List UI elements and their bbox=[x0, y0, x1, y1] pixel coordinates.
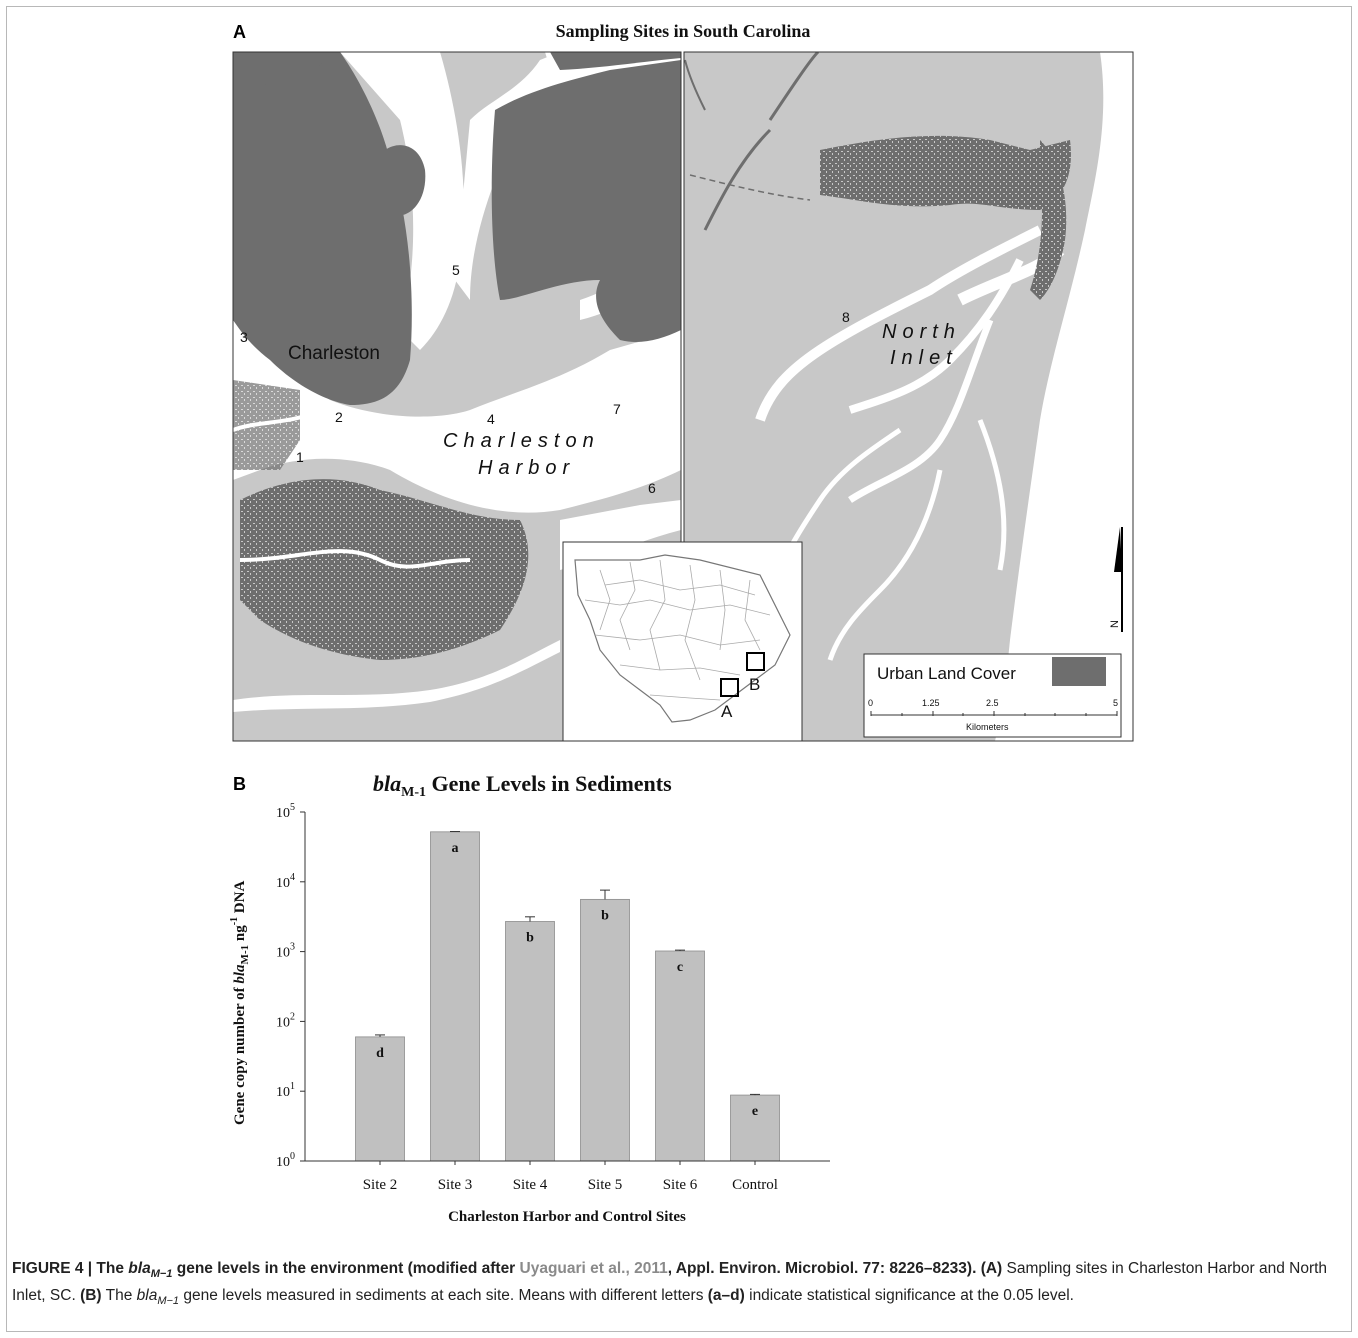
sc-state-outline bbox=[574, 554, 791, 723]
x-labels-group: Site 2 Site 3 Site 4 Site 5 Site 6 Control bbox=[363, 1161, 778, 1193]
significance-letter: c bbox=[677, 960, 683, 975]
x-tick-label: Site 6 bbox=[663, 1177, 698, 1193]
inset-box-b bbox=[746, 652, 765, 671]
caption-label-a: (A) bbox=[980, 1260, 1003, 1277]
panel-b-letter: B bbox=[233, 774, 246, 794]
bar-site-3 bbox=[430, 831, 480, 1162]
chart-title-rest: Gene Levels in Sediments bbox=[426, 771, 672, 796]
harbor-label-line2: Harbor bbox=[478, 457, 575, 479]
chart-title-gene: bla bbox=[373, 771, 402, 796]
scale-tick-3: 5 bbox=[1113, 698, 1118, 708]
y-tick-label: 100 bbox=[276, 1151, 295, 1170]
figure-caption: FIGURE 4 | The blaM−1 gene levels in the… bbox=[12, 1258, 1340, 1312]
x-tick-label: Site 3 bbox=[438, 1177, 473, 1193]
site-label-5: 5 bbox=[452, 262, 460, 278]
caption-figure-label: FIGURE 4 | The bbox=[12, 1260, 129, 1277]
caption-gene-b: bla bbox=[136, 1287, 158, 1305]
x-tick-label: Site 5 bbox=[588, 1177, 623, 1193]
bar-site-5 bbox=[580, 898, 630, 1162]
scale-tick-1: 1.25 bbox=[922, 698, 940, 708]
caption-part1: gene levels in the environment (modified… bbox=[172, 1260, 520, 1277]
scale-tick-0: 0 bbox=[868, 698, 873, 708]
sampling-map: 1 2 3 4 5 6 7 8 Charleston Charleston Ha… bbox=[232, 51, 1134, 742]
legend-label: Urban Land Cover bbox=[877, 664, 1016, 683]
y-tick-label: 103 bbox=[276, 942, 295, 961]
inset-label-b: B bbox=[749, 675, 760, 694]
sc-inset-map bbox=[562, 541, 803, 742]
bar-control bbox=[730, 1094, 780, 1162]
harbor-label-line1: Charleston bbox=[443, 430, 600, 452]
x-tick-label: Site 2 bbox=[363, 1177, 398, 1193]
x-tick-label: Control bbox=[732, 1177, 778, 1193]
charleston-label: Charleston bbox=[288, 343, 380, 364]
caption-letters-range: (a–d) bbox=[707, 1287, 745, 1305]
caption-text-end: indicate statistical significance at the… bbox=[744, 1287, 1074, 1305]
y-tick-label: 104 bbox=[276, 872, 295, 891]
citation-link[interactable]: Uyaguari et al., 2011 bbox=[519, 1260, 668, 1277]
urban-swatch bbox=[1052, 657, 1106, 686]
caption-gene-sub: M−1 bbox=[150, 1268, 173, 1281]
y-ticks-group: 100 101 102 103 104 105 bbox=[276, 802, 305, 1170]
axes-group bbox=[304, 812, 830, 1162]
inlet-label-line2: Inlet bbox=[890, 347, 958, 369]
harbor-water bbox=[233, 320, 681, 513]
bar-site-4 bbox=[505, 921, 555, 1162]
site-label-3: 3 bbox=[240, 329, 248, 345]
caption-label-b: (B) bbox=[80, 1287, 102, 1305]
panel-a-title: Sampling Sites in South Carolina bbox=[555, 21, 811, 41]
north-arrow-icon bbox=[1114, 527, 1123, 632]
bar-site-6 bbox=[655, 950, 705, 1162]
map-legend bbox=[863, 653, 1122, 738]
significance-letter: b bbox=[526, 930, 534, 945]
inlet-label-line1: North bbox=[882, 321, 961, 343]
caption-text-a: Sampling sites in Charleston Harbor and … bbox=[12, 1260, 1332, 1305]
x-tick-label: Site 4 bbox=[513, 1177, 548, 1193]
y-axis-label: Gene copy number of blaM-1 ng-1 DNA bbox=[229, 881, 251, 1125]
caption-part2: , Appl. Environ. Microbiol. 77: 8226–823… bbox=[667, 1260, 981, 1277]
bars-group: d a b b c e bbox=[355, 831, 780, 1162]
site-label-1: 1 bbox=[296, 449, 304, 465]
inlet-channels bbox=[755, 225, 1043, 422]
y-tick-label: 101 bbox=[276, 1081, 295, 1100]
site-label-7: 7 bbox=[613, 401, 621, 417]
significance-letter: a bbox=[452, 841, 459, 856]
x-axis-label: Charleston Harbor and Control Sites bbox=[448, 1209, 686, 1225]
bar-site-2 bbox=[355, 1036, 405, 1162]
figure-frame bbox=[6, 6, 1352, 1332]
north-inlet-map bbox=[684, 52, 1133, 741]
panel-a-letter: A bbox=[233, 22, 246, 42]
significance-letter: b bbox=[601, 908, 609, 923]
site-label-2: 2 bbox=[335, 409, 343, 425]
caption-gene: bla bbox=[128, 1260, 151, 1277]
scale-tick-2: 2.5 bbox=[986, 698, 999, 708]
ocean bbox=[995, 52, 1133, 741]
y-tick-label: 102 bbox=[276, 1011, 295, 1030]
caption-text-b2: gene levels measured in sediments at eac… bbox=[179, 1287, 708, 1305]
site-label-4: 4 bbox=[487, 411, 495, 427]
site-label-6: 6 bbox=[648, 480, 656, 496]
significance-letter: e bbox=[752, 1104, 758, 1119]
inset-box-a bbox=[720, 678, 739, 697]
chart-title-subscript: M-1 bbox=[401, 785, 427, 800]
caption-gene-b-sub: M−1 bbox=[157, 1295, 180, 1308]
inset-label-a: A bbox=[721, 702, 733, 721]
site-label-8: 8 bbox=[842, 309, 850, 325]
north-label: N bbox=[1109, 620, 1121, 628]
charleston-peninsula bbox=[233, 52, 412, 405]
caption-text-b1: The bbox=[101, 1287, 137, 1305]
charleston-harbor-map bbox=[233, 52, 681, 741]
scale-unit: Kilometers bbox=[966, 722, 1009, 732]
y-tick-label: 105 bbox=[276, 802, 295, 821]
chart-title: blaM-1 Gene Levels in Sediments bbox=[373, 771, 672, 801]
significance-letter: d bbox=[376, 1046, 384, 1061]
